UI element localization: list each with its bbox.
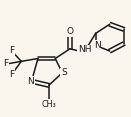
Text: NH: NH — [78, 45, 91, 54]
Text: O: O — [67, 27, 73, 36]
Text: F: F — [9, 70, 14, 79]
Text: F: F — [9, 46, 14, 55]
Text: N: N — [94, 41, 101, 50]
Text: F: F — [3, 59, 8, 68]
Text: CH₃: CH₃ — [41, 100, 56, 109]
Text: S: S — [61, 68, 67, 77]
Text: N: N — [28, 77, 34, 86]
